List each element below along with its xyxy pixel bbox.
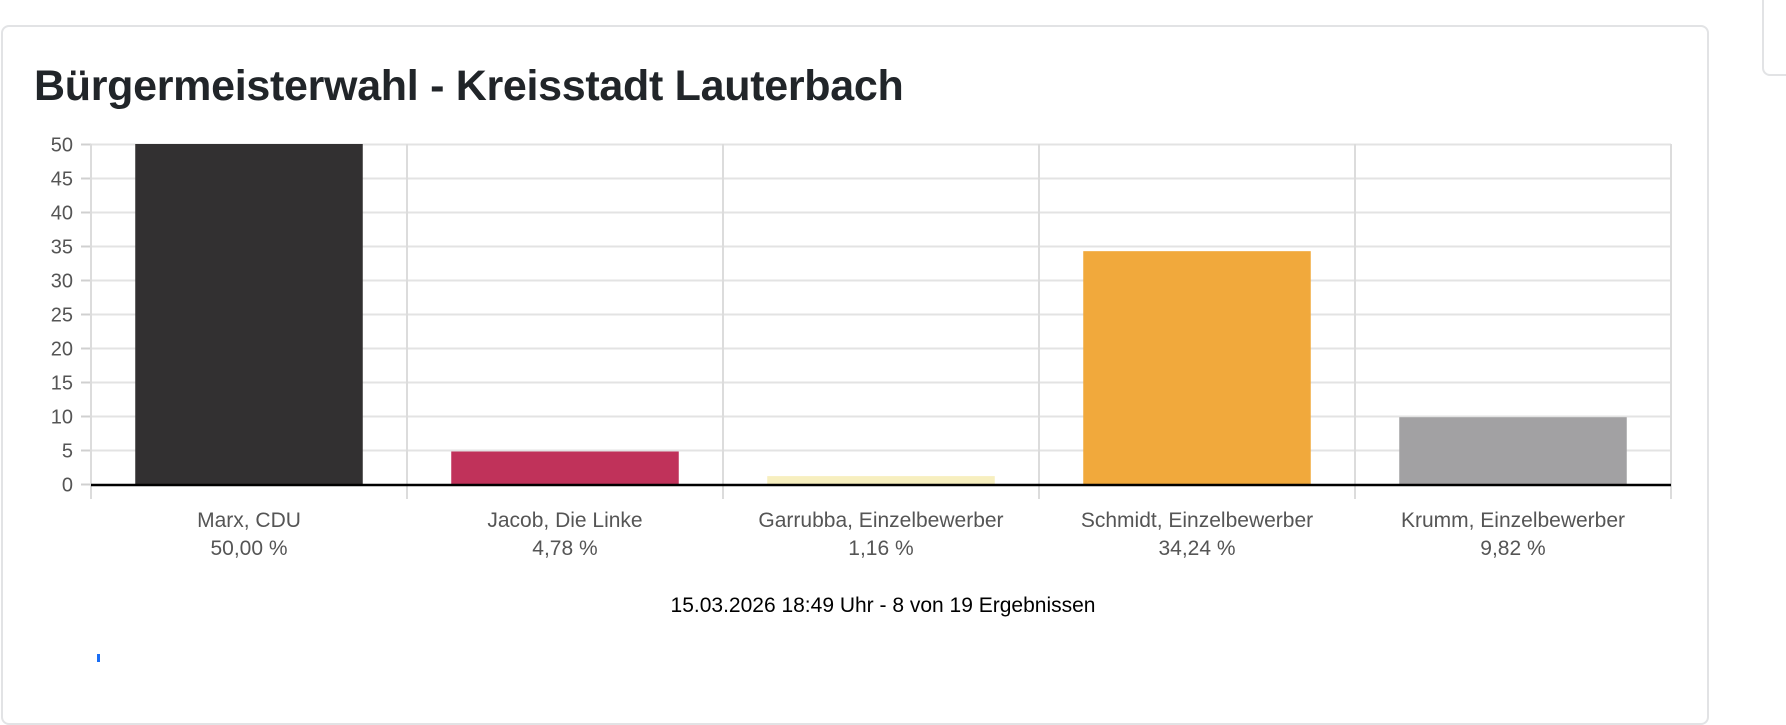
y-tick-label: 30: [51, 271, 73, 293]
data-label: 4,78 %: [532, 537, 597, 560]
bar-chart: 0 5 10 15 20 25 30 35 40 45 50 Marx, CDU 50,00 % Jaco…: [51, 135, 1672, 560]
y-tick-label: 0: [62, 475, 73, 497]
x-tick-label: Krumm, Einzelbewerber: [1401, 509, 1625, 532]
bar-2: [451, 451, 679, 484]
data-label: 9,82 %: [1480, 537, 1545, 560]
bar-4: [1083, 251, 1311, 484]
side-panel: [1762, 0, 1786, 76]
bar-5: [1399, 417, 1627, 484]
y-tick-label: 5: [62, 441, 73, 463]
bar-1: [135, 144, 363, 484]
page-title: Bürgermeisterwahl - Kreisstadt Lauterbac…: [34, 62, 904, 110]
y-tick-label: 40: [51, 203, 73, 225]
x-tick-label: Jacob, Die Linke: [487, 509, 642, 532]
x-tick-label: Garrubba, Einzelbewerber: [758, 509, 1003, 532]
x-tick-label: Schmidt, Einzelbewerber: [1081, 509, 1313, 532]
bar-3: [767, 476, 995, 484]
link-fragment: [97, 654, 100, 662]
x-tick-label: Marx, CDU: [197, 509, 301, 532]
y-tick-label: 50: [51, 135, 73, 157]
y-tick-label: 35: [51, 237, 73, 259]
y-tick-label: 15: [51, 373, 73, 395]
y-tick-label: 20: [51, 339, 73, 361]
y-tick-label: 45: [51, 169, 73, 191]
data-label: 50,00 %: [210, 537, 287, 560]
data-label: 34,24 %: [1158, 537, 1235, 560]
y-tick-label: 25: [51, 305, 73, 327]
y-tick-label: 10: [51, 407, 73, 429]
update-status: 15.03.2026 18:49 Uhr - 8 von 19 Ergebnis…: [670, 594, 1096, 617]
data-label: 1,16 %: [848, 537, 913, 560]
